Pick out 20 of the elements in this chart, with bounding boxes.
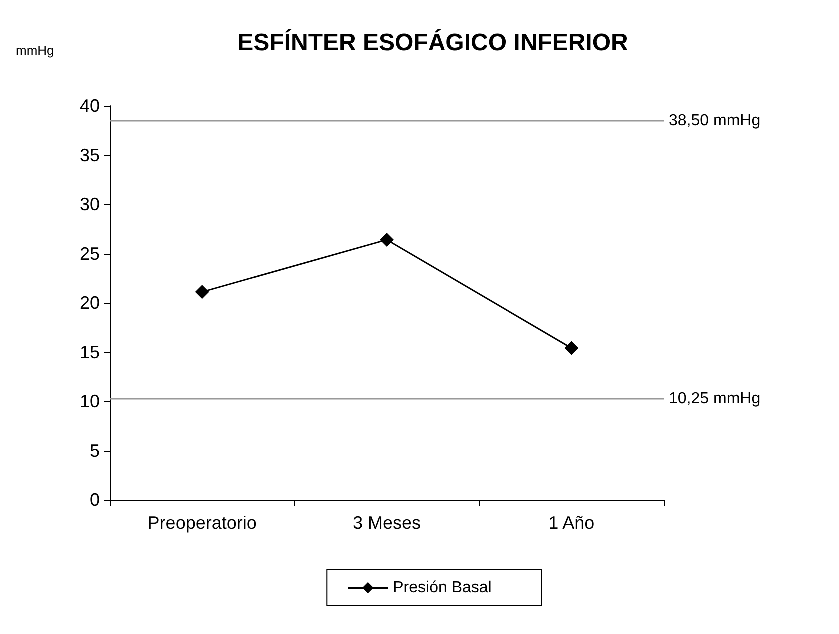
- legend-label: Presión Basal: [393, 580, 492, 596]
- y-tick-label: 35: [80, 145, 100, 166]
- ref-line-label: 10,25 mmHg: [669, 390, 761, 408]
- x-tick-label: 3 Meses: [352, 513, 422, 533]
- x-tick-label: 1 Año: [548, 513, 595, 533]
- y-tick-label: 5: [90, 440, 100, 461]
- y-tick-label: 20: [80, 293, 100, 313]
- y-tick-label: 40: [80, 96, 100, 116]
- x-tick-label: Preoperatorio: [148, 513, 257, 533]
- y-tick-label: 15: [80, 342, 100, 362]
- chart-title: ESFÍNTER ESOFÁGICO INFERIOR: [238, 28, 628, 56]
- y-axis-title: mmHg: [16, 43, 54, 58]
- point: [195, 285, 210, 300]
- point: [380, 232, 394, 247]
- ref-line-label: 38,50 mmHg: [669, 112, 761, 130]
- y-tick-label: 30: [80, 194, 100, 214]
- y-tick-label: 0: [90, 490, 100, 510]
- point: [564, 341, 579, 356]
- y-tick-label: 25: [80, 244, 100, 264]
- y-tick-label: 10: [80, 392, 100, 412]
